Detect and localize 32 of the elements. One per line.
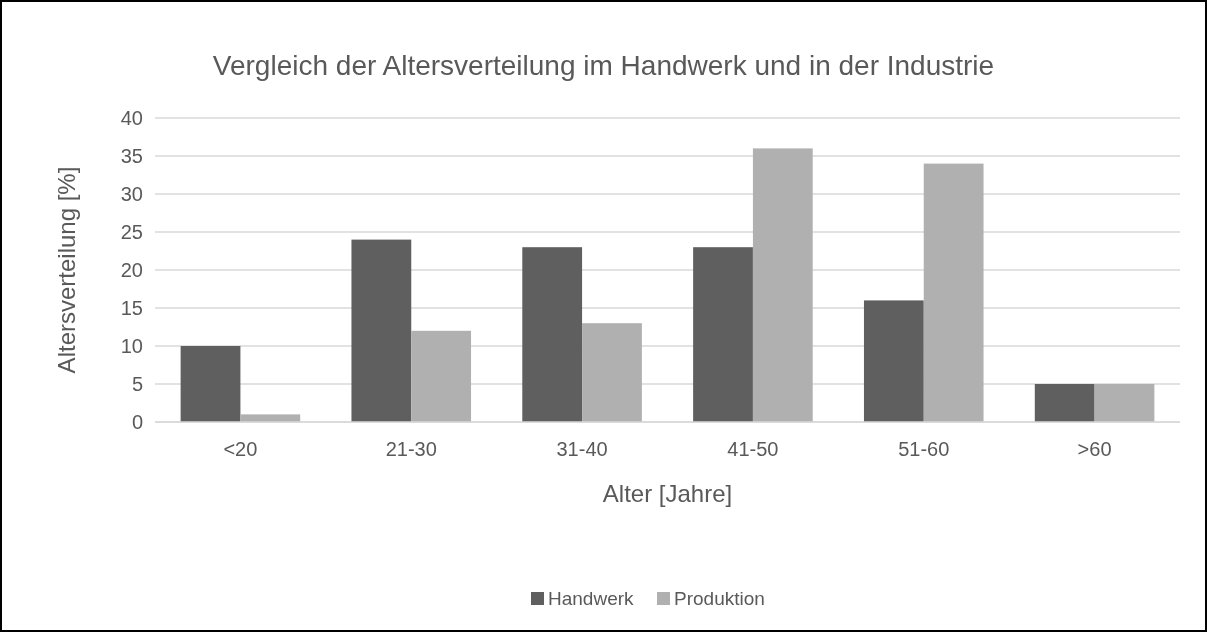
bar: [863, 300, 924, 422]
legend-label: Produktion: [674, 588, 765, 609]
legend-label: Handwerk: [548, 588, 635, 609]
y-tick-label: 20: [120, 259, 143, 281]
bar: [693, 247, 753, 422]
bar: [1034, 384, 1095, 422]
bar: [752, 148, 813, 422]
y-axis-title: Altersverteilung [%]: [53, 166, 80, 374]
bar: [582, 323, 642, 422]
x-tick-label: >60: [1077, 438, 1112, 460]
y-tick-label: 15: [120, 297, 143, 319]
y-tick-label: 5: [131, 373, 143, 395]
y-tick-label: 10: [120, 335, 143, 357]
x-tick-label: 21-30: [385, 438, 437, 460]
bar: [522, 247, 583, 422]
x-tick-label: 41-50: [727, 438, 779, 460]
bar: [923, 163, 984, 422]
bar: [351, 239, 412, 422]
x-tick-label: 31-40: [556, 438, 608, 460]
y-tick-label: 25: [120, 221, 143, 243]
x-tick-label: <20: [223, 438, 258, 460]
x-tick-label: 51-60: [898, 438, 950, 460]
y-tick-label: 0: [131, 411, 143, 433]
chart-title: Vergleich der Altersverteilung im Handwerk und in der Industrie: [212, 50, 995, 81]
x-axis-title: Alter [Jahre]: [602, 480, 733, 507]
bar: [240, 414, 301, 422]
y-tick-label: 30: [120, 183, 143, 205]
y-tick-label: 35: [120, 145, 143, 167]
bar: [411, 330, 472, 422]
bar: [1094, 384, 1155, 422]
bar: [180, 346, 241, 422]
y-tick-label: 40: [120, 107, 143, 129]
